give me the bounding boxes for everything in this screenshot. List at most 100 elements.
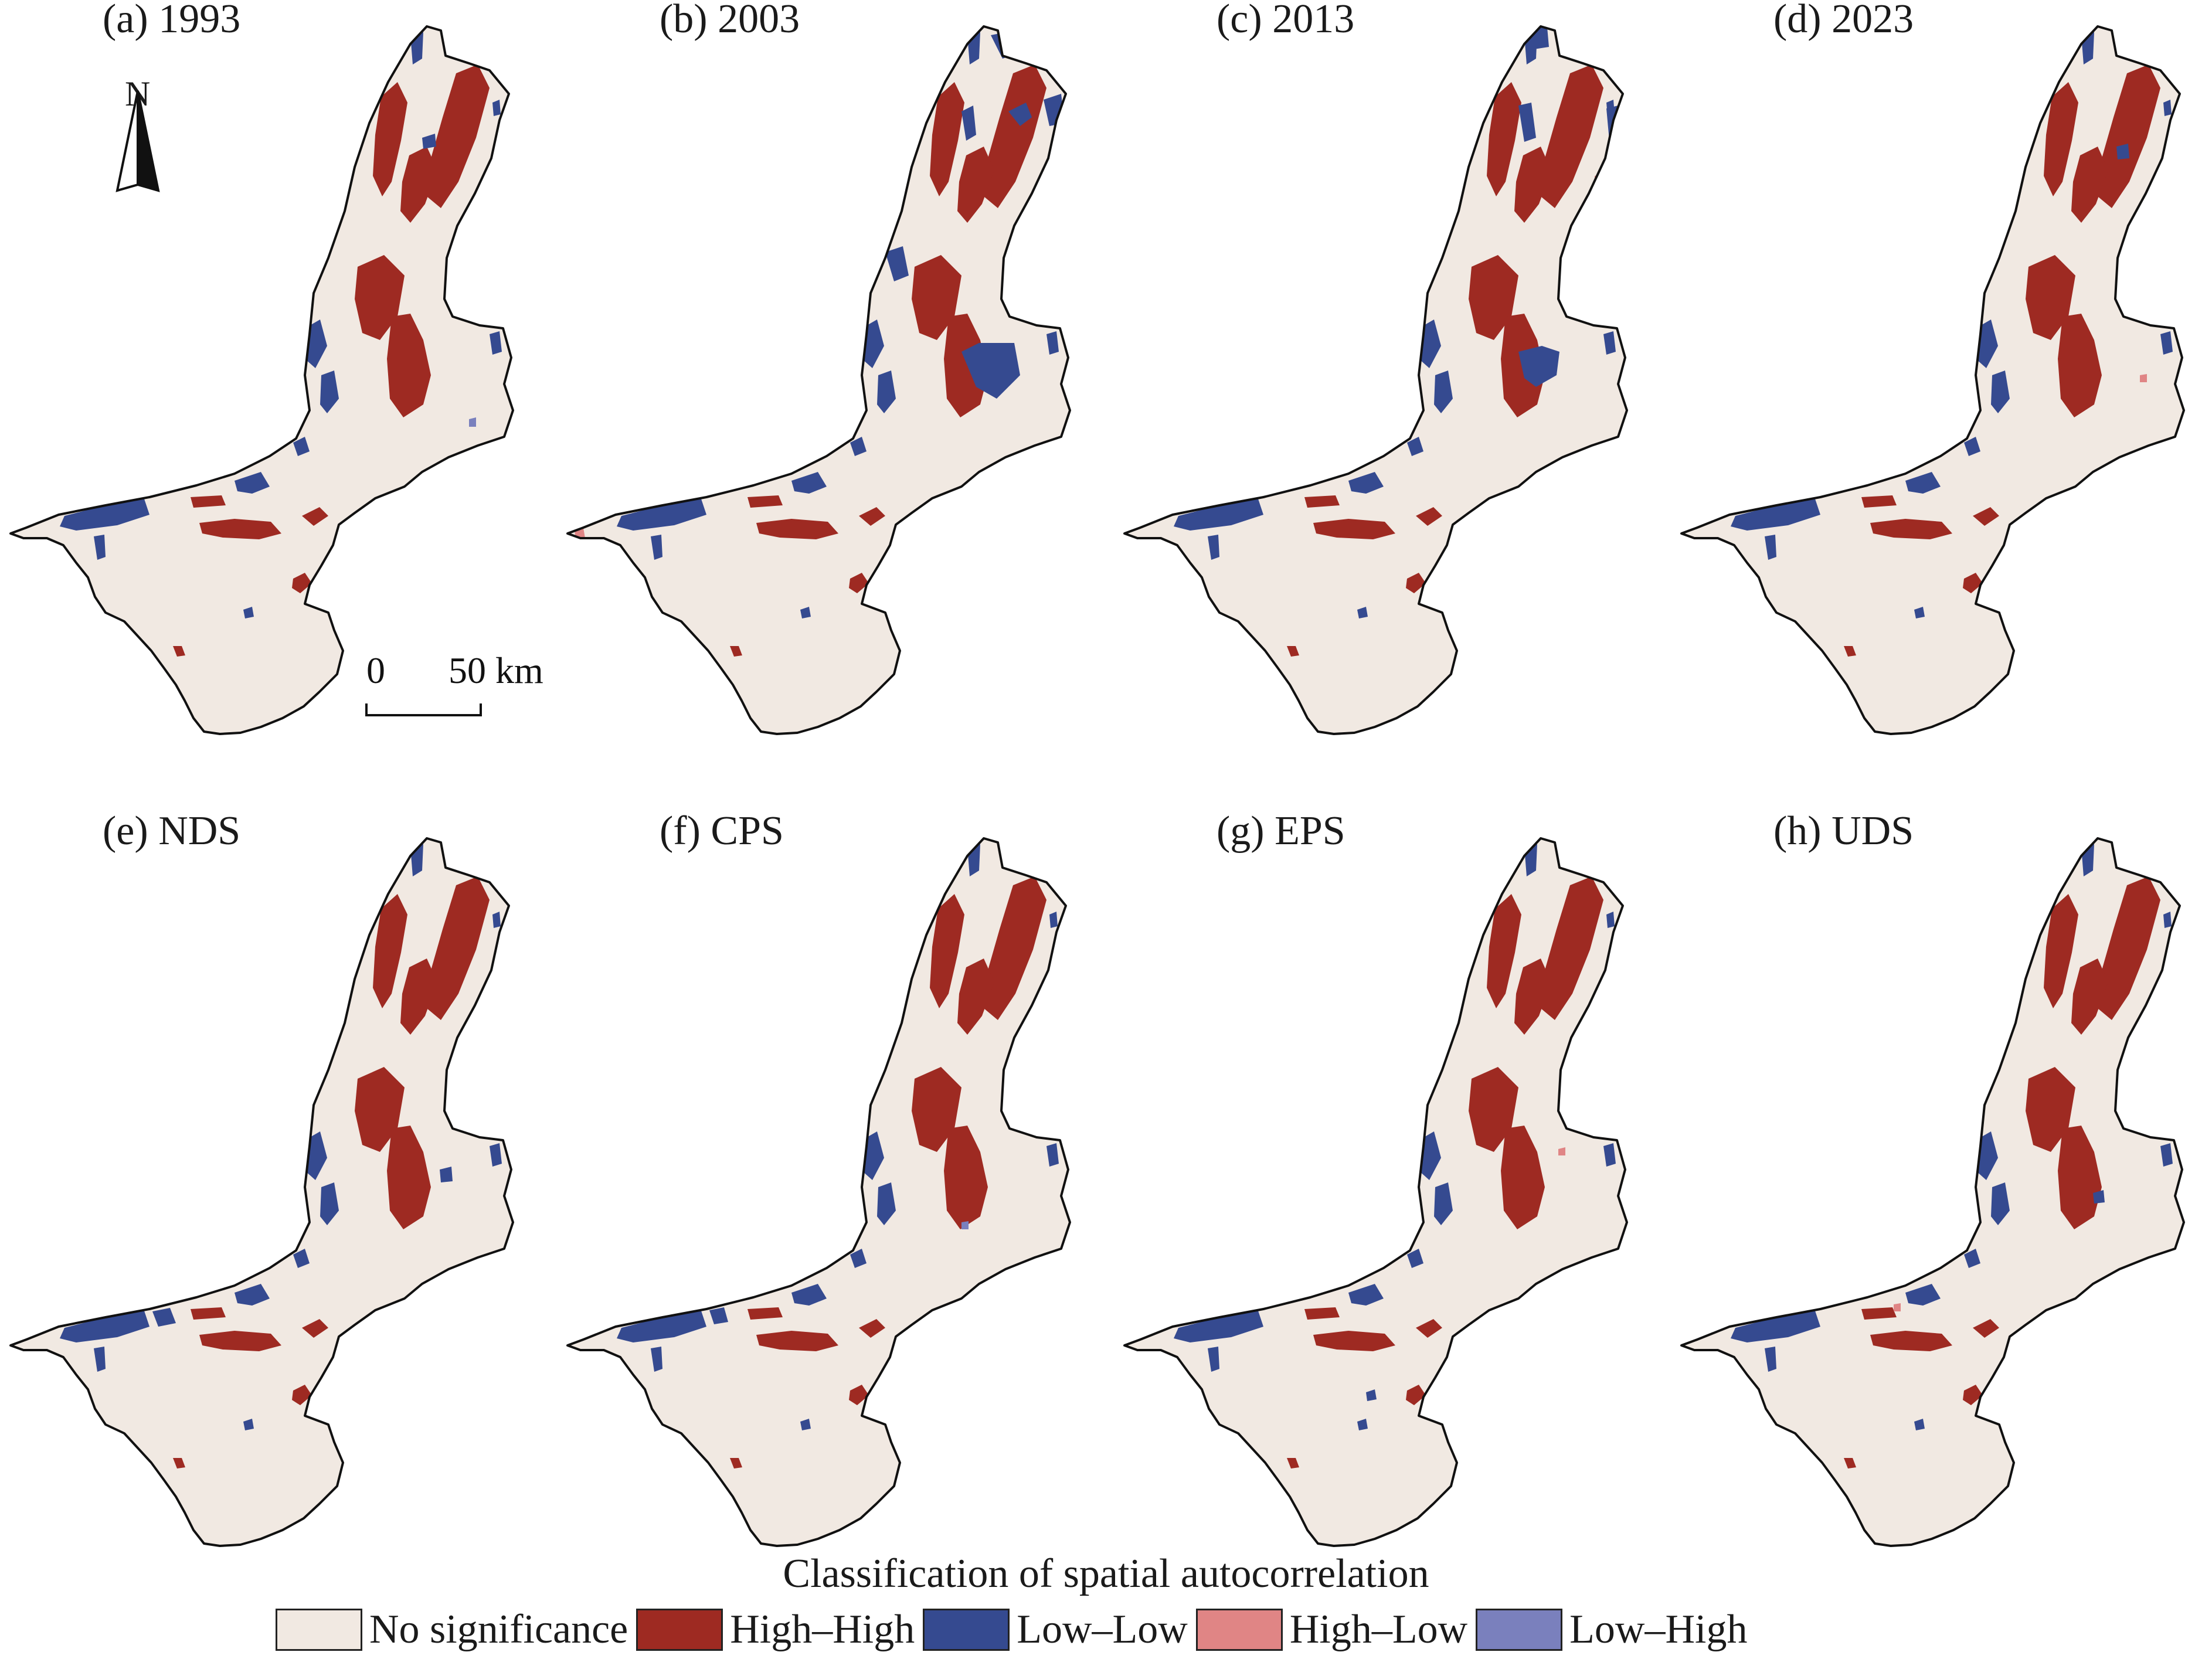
legend-label: No significance [369,1607,628,1652]
region-boundary [1123,25,1628,735]
cluster-patch [243,607,254,618]
cluster-patch [492,100,501,116]
cluster-patch [961,106,976,141]
cluster-patch [1973,1319,1999,1338]
legend-label: High–High [730,1607,915,1652]
map-panel: (f) CPS [557,811,1096,1568]
cluster-patch [422,134,436,149]
cluster-patch [427,876,490,1020]
legend-swatch [1195,1609,1283,1651]
cluster-patch [930,82,964,196]
cluster-patch [1963,1385,1983,1405]
legend-item: Low–Low [923,1609,1188,1651]
cluster-patch [400,958,437,1035]
cluster-patch [1765,535,1776,560]
cluster-patch [2098,64,2160,208]
cluster-patch [1541,64,1603,208]
cluster-patch [800,607,811,618]
cluster-patch [651,1347,662,1372]
cluster-patch [984,876,1046,1020]
cluster-patch [492,912,501,928]
cluster-patch [730,646,742,657]
cluster-patch [1313,1331,1395,1351]
cluster-patch [2160,331,2173,355]
cluster-patch [1287,1458,1299,1469]
cluster-patch [1765,1347,1776,1372]
cluster-patch [1357,1419,1368,1430]
scale-bar-start-label: 0 [366,650,385,691]
cluster-patch [1208,535,1219,560]
cluster-patch [1304,495,1340,508]
legend-swatch [1476,1609,1563,1651]
cluster-patch [320,370,339,413]
cluster-patch [373,82,407,196]
cluster-patch [859,1319,885,1338]
cluster-patch [730,1458,742,1469]
panel-label: (d) 2023 [1773,0,1914,42]
cluster-patch [1514,147,1551,223]
region-background [11,838,513,1546]
north-arrow-icon [115,90,160,192]
map-panel: (e) NDS [0,811,539,1568]
cluster-patch [173,1458,185,1469]
region-boundary [566,837,1071,1547]
cluster-patch [1894,1303,1901,1311]
cluster-patch [1501,1126,1545,1229]
cluster-patch [1518,346,1559,387]
cluster-patch [191,1307,226,1320]
cluster-patch [1049,912,1058,928]
cluster-patch [1313,519,1395,539]
cluster-patch [2093,1190,2105,1204]
cluster-patch [885,246,909,281]
cluster-patch [1518,103,1536,142]
cluster-patch [1287,646,1299,657]
cluster-patch [1914,1419,1925,1430]
cluster-patch [152,1308,176,1327]
map-panel: (d) 2023 [1671,0,2210,756]
cluster-patch [2058,314,2102,417]
cluster-patch [1416,1319,1442,1338]
cluster-patch [387,314,431,417]
region-boundary [1680,25,2185,735]
cluster-patch [427,64,490,208]
cluster-patch [1406,1385,1426,1405]
cluster-patch [440,1167,453,1182]
cluster-patch [849,1385,869,1405]
cluster-patch [617,1309,706,1342]
cluster-patch [747,495,783,508]
cluster-patch [2116,144,2129,159]
cluster-patch [756,519,838,539]
cluster-patch [1406,573,1426,593]
cluster-patch [1008,103,1032,126]
map-svg [1680,25,2185,735]
cluster-patch [957,958,994,1035]
cluster-patch [2163,100,2172,116]
cluster-patch [1407,1249,1423,1268]
cluster-patch [94,535,106,560]
cluster-patch [1046,1143,1059,1167]
cluster-patch [400,147,437,223]
panel-label: (h) UDS [1773,808,1914,854]
cluster-patch [469,417,476,427]
cluster-patch [849,573,869,593]
cluster-patch [961,343,1020,399]
region-background [11,26,513,734]
map-panel: (g) EPS [1114,811,1653,1568]
map-panel: (b) 2003 [557,0,1096,756]
cluster-patch [1487,82,1521,196]
region-background [1681,26,2184,734]
cluster-patch [173,646,185,657]
legend-label: High–Low [1289,1607,1468,1652]
cluster-patch [1870,1331,1952,1351]
map-svg [1123,837,1628,1547]
scale-bar: 0 50 km [365,650,543,716]
cluster-patch [1348,472,1384,494]
cluster-patch [1304,1307,1340,1320]
map-panel: (h) UDS [1671,808,2210,1568]
cluster-patch [2058,1126,2102,1229]
cluster-patch [1416,507,1442,526]
cluster-patch [1348,1284,1384,1306]
cluster-patch [302,1319,328,1338]
cluster-patch [1861,495,1897,508]
cluster-patch [877,370,896,413]
